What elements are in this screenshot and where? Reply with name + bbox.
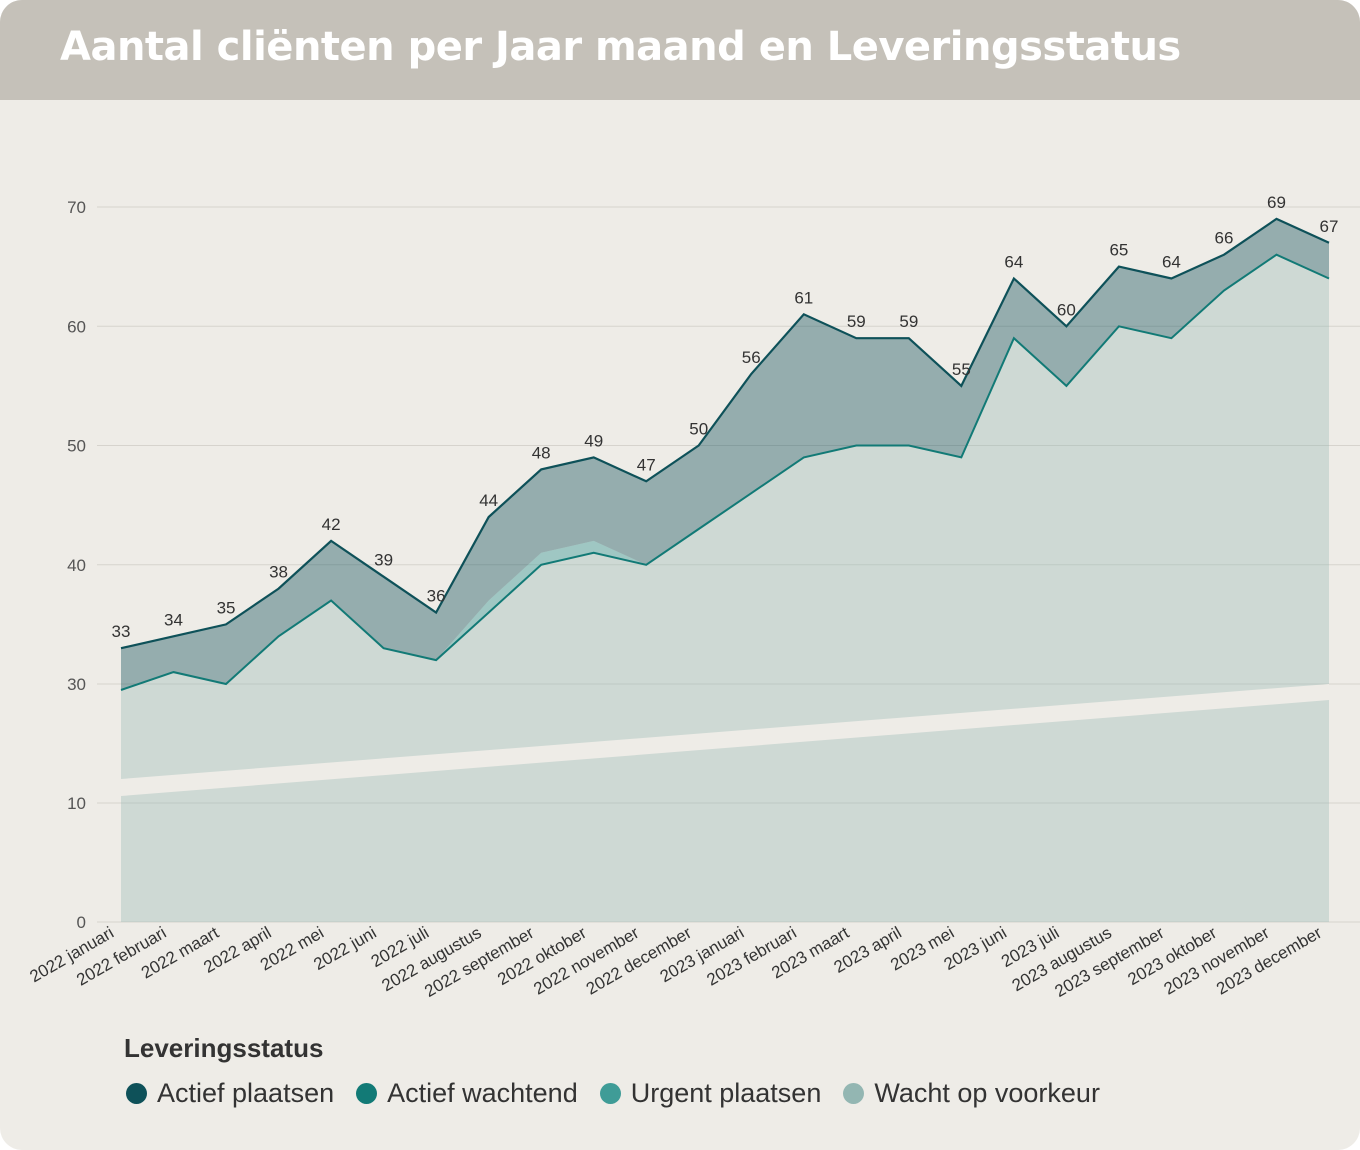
data-label: 35	[217, 598, 236, 617]
data-label: 67	[1320, 217, 1339, 236]
series-lines	[120, 217, 1330, 691]
data-labels: 33 34 35 38 42 39 36 44 48 49 47 50 56 61 59 59 55 64 60 65…	[112, 193, 1339, 641]
legend-dot-icon	[356, 1083, 378, 1104]
y-tick-70: 70	[67, 198, 86, 217]
title-bar: Aantal cliënten per Jaar maand en Leveri…	[0, 0, 1360, 100]
data-label: 59	[899, 312, 918, 331]
line-total	[120, 217, 1330, 650]
data-label: 47	[637, 455, 656, 474]
data-label: 34	[164, 610, 183, 629]
gridlines	[97, 206, 1360, 923]
y-tick-10: 10	[67, 794, 86, 813]
data-label: 36	[427, 586, 446, 605]
data-label: 59	[847, 312, 866, 331]
legend-label: Wacht op voorkeur	[874, 1078, 1100, 1108]
data-label: 69	[1267, 193, 1286, 212]
y-tick-40: 40	[67, 556, 86, 575]
data-label: 42	[322, 515, 341, 534]
data-label: 33	[112, 622, 131, 641]
legend-item-wacht-op-voorkeur[interactable]: Wacht op voorkeur	[843, 1078, 1100, 1109]
stacked-areas	[121, 218, 1329, 922]
data-label: 44	[479, 491, 498, 510]
y-axis-ticks: 0 10 30 40 50 60 70	[67, 198, 86, 932]
data-label: 64	[1162, 253, 1181, 272]
data-label: 39	[374, 551, 393, 570]
data-label: 60	[1057, 300, 1076, 319]
legend-label: Actief wachtend	[387, 1078, 578, 1108]
data-label: 61	[794, 288, 813, 307]
legend-item-actief-wachtend[interactable]: Actief wachtend	[356, 1078, 578, 1109]
legend-label: Urgent plaatsen	[630, 1078, 822, 1108]
legend-dot-icon	[843, 1083, 865, 1104]
data-label: 65	[1109, 241, 1128, 260]
data-label: 38	[269, 563, 288, 582]
line-wacht-op-voorkeur	[120, 253, 1330, 691]
y-tick-50: 50	[67, 437, 86, 456]
legend-item-actief-plaatsen[interactable]: Actief plaatsen	[126, 1078, 334, 1109]
legend-dot-icon	[599, 1083, 621, 1104]
chart-title: Aantal cliënten per Jaar maand en Leveri…	[60, 24, 1181, 70]
area-wacht-op-voorkeur	[121, 254, 1329, 922]
data-label: 66	[1214, 229, 1233, 248]
data-label: 50	[689, 420, 708, 439]
data-label: 55	[952, 360, 971, 379]
legend: Actief plaatsen Actief wachtend Urgent pla…	[126, 1078, 1122, 1109]
area-actief-plaatsen	[121, 218, 1329, 690]
data-label: 49	[584, 431, 603, 450]
legend-item-urgent-plaatsen[interactable]: Urgent plaatsen	[599, 1078, 822, 1109]
y-tick-60: 60	[67, 317, 86, 336]
axis-break-band	[121, 684, 1329, 796]
data-label: 48	[532, 443, 551, 462]
y-tick-0: 0	[77, 913, 86, 932]
y-tick-30: 30	[67, 675, 86, 694]
axis-break-stripe	[121, 684, 1329, 796]
legend-label: Actief plaatsen	[157, 1078, 335, 1108]
legend-dot-icon	[126, 1083, 147, 1104]
data-label: 64	[1004, 253, 1023, 272]
legend-title: Leveringsstatus	[124, 1033, 324, 1063]
data-label: 56	[742, 348, 761, 367]
